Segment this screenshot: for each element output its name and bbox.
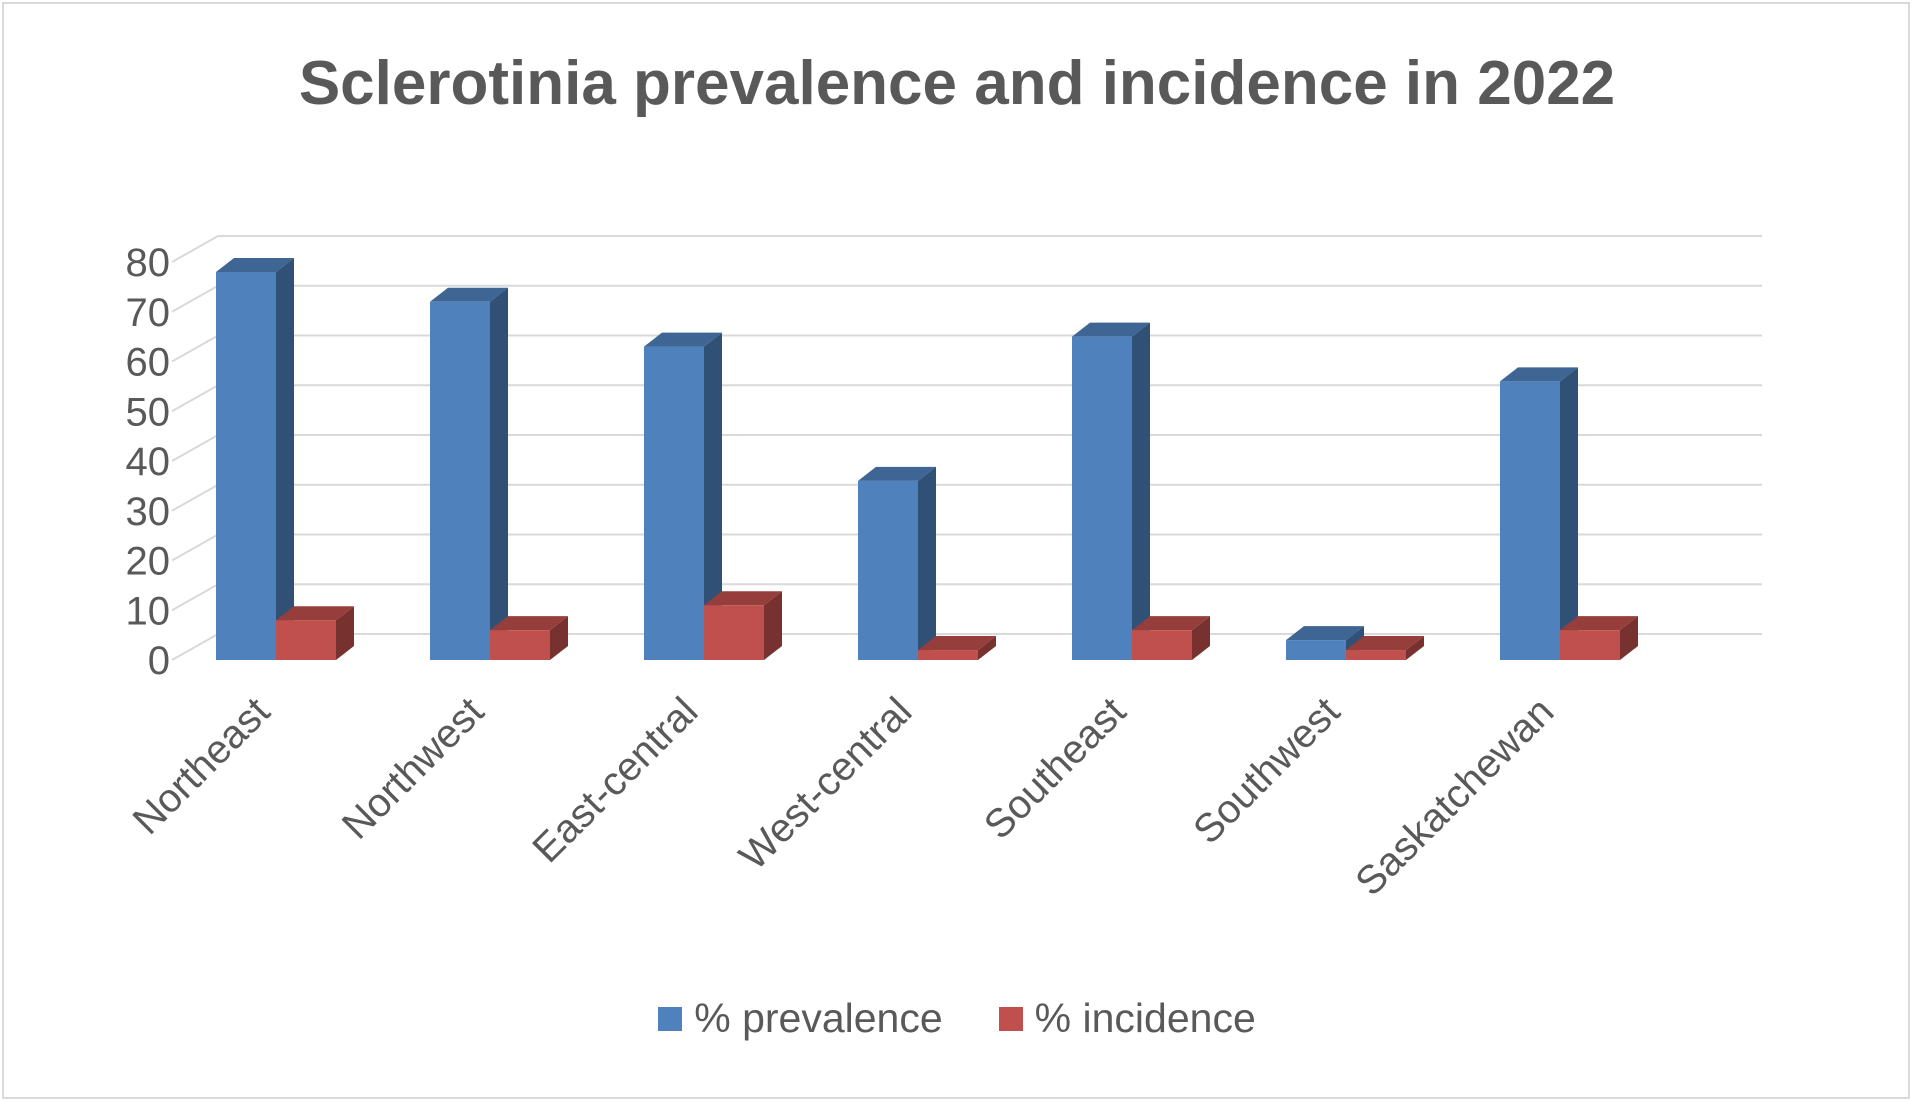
x-tick-label: Southwest (1185, 689, 1348, 852)
bar-incidence-west-central (918, 636, 996, 660)
bar-side (550, 616, 568, 660)
bar-prevalence-west-central (858, 466, 936, 660)
bar-side (1560, 367, 1578, 660)
y-tick-label: 0 (148, 639, 170, 683)
x-tick-label: Northeast (125, 689, 279, 843)
bar-front (1072, 336, 1132, 660)
bar-front (430, 301, 490, 660)
x-axis-labels: Northeast Northwest East-central West-centr… (125, 689, 1563, 904)
bar-front (1346, 650, 1406, 660)
bar-side (918, 466, 936, 660)
bar-prevalence-northwest (430, 287, 508, 660)
bar-front (858, 480, 918, 660)
bar-side (336, 606, 354, 660)
bar-side (704, 332, 722, 660)
bar-front (704, 605, 764, 660)
legend-label-incidence: % incidence (1034, 995, 1256, 1041)
legend-item-prevalence: % prevalence (658, 995, 943, 1042)
bar-incidence-southeast (1132, 616, 1210, 660)
bar-front (276, 620, 336, 660)
bars (216, 257, 1638, 660)
bar-prevalence-southeast (1072, 322, 1150, 660)
bar-prevalence-saskatchewan (1500, 367, 1578, 660)
bar-side (1620, 616, 1638, 660)
bar-top (216, 257, 294, 272)
bar-top (1500, 367, 1578, 382)
y-tick-label: 40 (126, 440, 171, 484)
y-tick-label: 20 (126, 540, 171, 584)
bar-front (1286, 640, 1346, 660)
bar-top (1560, 616, 1638, 631)
legend-swatch-incidence (998, 1006, 1023, 1031)
bar-top (1286, 626, 1364, 641)
bar-prevalence-east-central (644, 332, 722, 660)
y-tick-label: 50 (126, 390, 171, 434)
bar-top (1346, 636, 1424, 651)
bar-front (490, 630, 550, 660)
bar-top (858, 466, 936, 481)
y-axis-ticks: 0 10 20 30 40 50 60 70 80 (126, 241, 171, 683)
bar-side (978, 636, 996, 660)
x-tick-label: Southeast (976, 689, 1134, 847)
bar-front (918, 650, 978, 660)
gridline-depth (171, 483, 219, 512)
gridline-depth (171, 533, 219, 562)
legend-label-prevalence: % prevalence (694, 995, 943, 1041)
bar-incidence-east-central (704, 591, 782, 660)
gridline-depth (171, 384, 219, 413)
bar-front (1132, 630, 1192, 660)
bar-incidence-northeast (276, 606, 354, 660)
legend-swatch-prevalence (658, 1006, 683, 1031)
gridline-depth (171, 434, 219, 462)
gridline-depth (171, 334, 219, 363)
y-tick-label: 30 (126, 490, 171, 534)
chart-title: Sclerotinia prevalence and incidence in … (298, 49, 1616, 118)
bar-side (1192, 616, 1210, 660)
y-tick-label: 70 (126, 291, 171, 335)
bar-prevalence-northeast (216, 257, 294, 660)
gridline-depth (171, 235, 219, 263)
bar-incidence-saskatchewan (1560, 616, 1638, 660)
gridline-depth (171, 633, 219, 661)
bar-top (704, 591, 782, 606)
bar-top (430, 287, 508, 302)
bar-top (1072, 322, 1150, 337)
y-tick-label: 80 (126, 241, 171, 285)
x-tick-label: Northwest (334, 689, 492, 847)
legend-item-incidence: % incidence (998, 995, 1256, 1042)
x-tick-label: East-central (524, 689, 706, 871)
bar-side (490, 287, 508, 660)
bar-incidence-northwest (490, 616, 568, 660)
bar-side (1132, 322, 1150, 660)
x-tick-label: Saskatchewan (1347, 689, 1562, 904)
bar-top (276, 606, 354, 621)
y-tick-label: 60 (126, 341, 171, 385)
bar-side (1406, 636, 1424, 660)
x-tick-label: West-central (731, 689, 920, 878)
bar-front (216, 271, 276, 660)
bar-top (644, 332, 722, 347)
bar-top (918, 636, 996, 651)
bar-top (490, 616, 568, 631)
gridline-depth (171, 284, 219, 313)
bar-front (1560, 630, 1620, 660)
legend: % prevalence % incidence (0, 995, 1914, 1042)
y-tick-label: 10 (126, 589, 171, 633)
bar-top (1132, 616, 1210, 631)
bar-side (276, 257, 294, 660)
bar-incidence-southwest (1346, 636, 1424, 660)
bar-side (764, 591, 782, 660)
gridline-depth (171, 583, 219, 612)
bar-front (1500, 381, 1560, 660)
bar-front (644, 346, 704, 660)
